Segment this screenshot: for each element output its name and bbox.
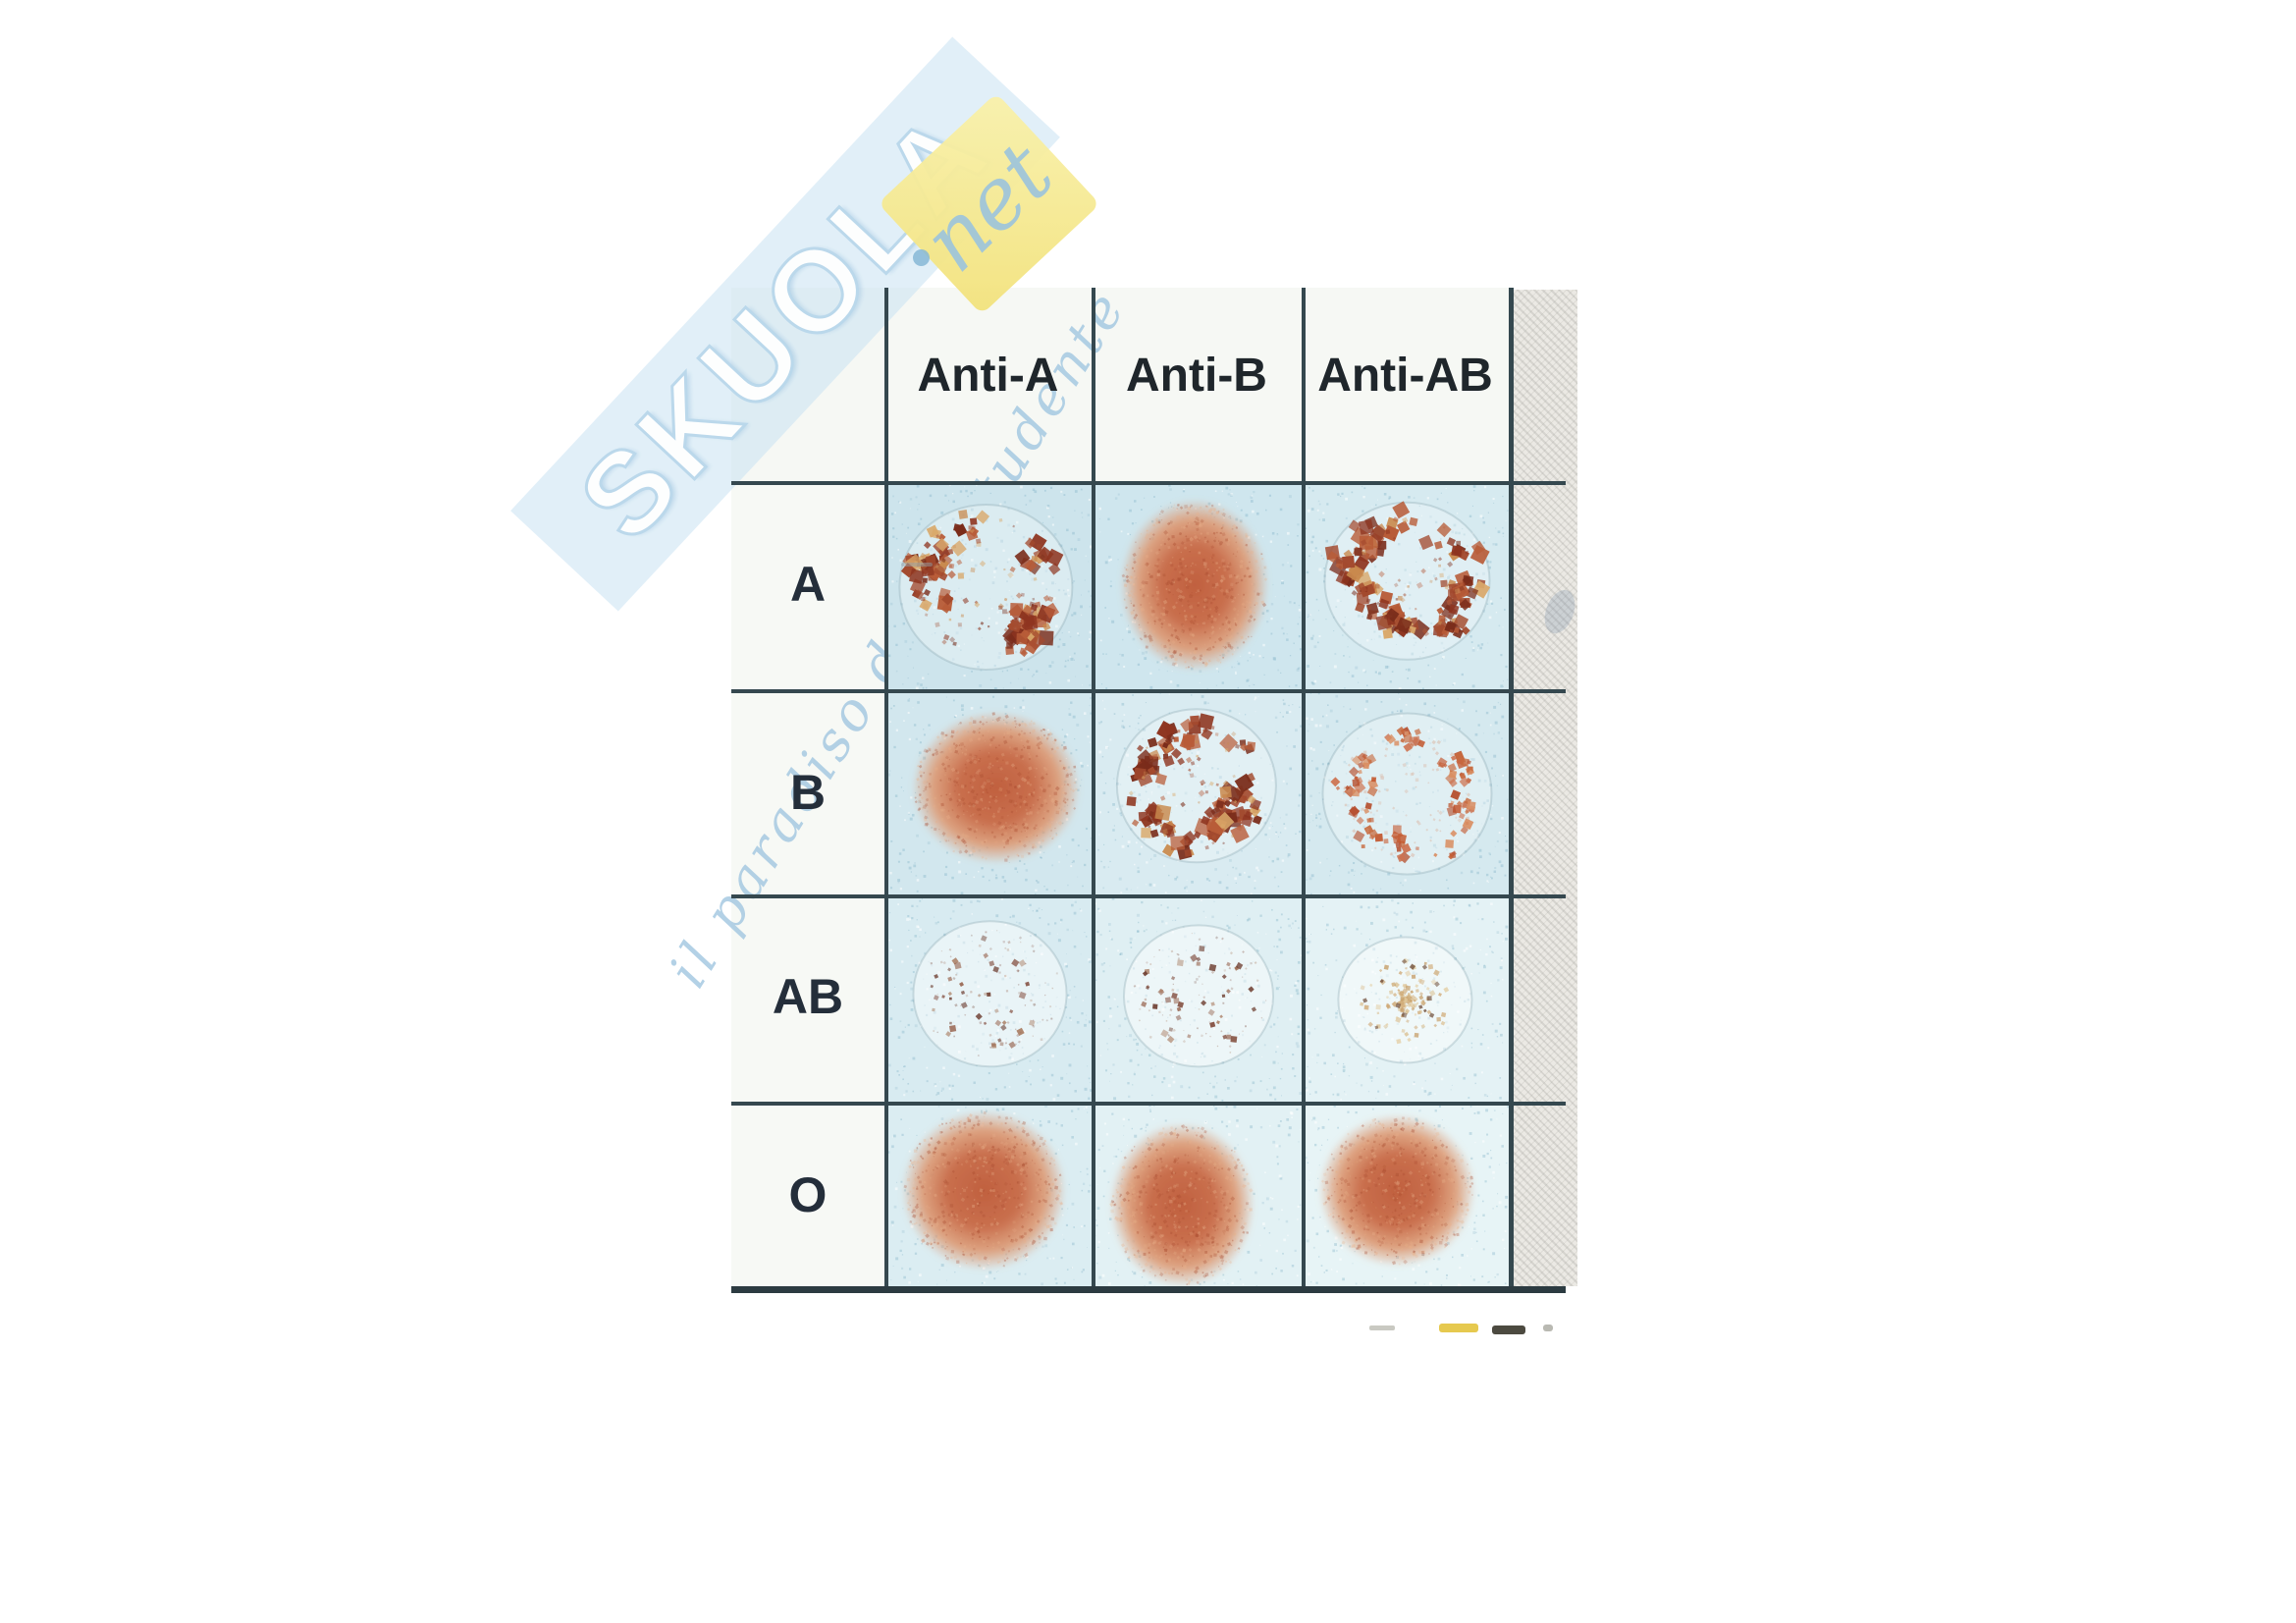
grid-vline-2 bbox=[1092, 288, 1095, 1293]
cell-O-anti-A bbox=[888, 1106, 1092, 1286]
cell-O-anti-AB bbox=[1306, 1106, 1509, 1286]
cell-AB-anti-B bbox=[1095, 898, 1302, 1102]
row-label-o: O bbox=[788, 1167, 828, 1222]
cell-A-anti-AB bbox=[1306, 485, 1509, 689]
cell-B-anti-B bbox=[1095, 693, 1302, 894]
cell-A-anti-A bbox=[888, 485, 1092, 689]
row-label-ab: AB bbox=[772, 969, 844, 1024]
page-edge-strip bbox=[1513, 290, 1577, 1286]
cell-AB-anti-A bbox=[888, 898, 1092, 1102]
column-header-anti-a: Anti-A bbox=[917, 350, 1059, 402]
cell-O-anti-B bbox=[1095, 1106, 1302, 1286]
grid-hline-2 bbox=[731, 689, 1566, 693]
grid-vline-4 bbox=[1509, 288, 1514, 1293]
cell-AB-anti-AB bbox=[1306, 898, 1509, 1102]
grid-hline-bottom bbox=[731, 1286, 1566, 1293]
scan-mark-grey bbox=[1369, 1325, 1395, 1330]
scan-mark-dot bbox=[1543, 1325, 1553, 1331]
cell-A-anti-B bbox=[1095, 485, 1302, 689]
scan-mark-dark bbox=[1492, 1325, 1525, 1334]
grid-hline-3 bbox=[731, 894, 1566, 898]
grid-hline-1 bbox=[731, 481, 1566, 485]
grid-hline-4 bbox=[731, 1102, 1566, 1106]
row-label-column-background bbox=[731, 481, 884, 1286]
watermark-net-badge bbox=[878, 92, 1100, 315]
grid-vline-1 bbox=[884, 288, 888, 1293]
cell-B-anti-AB bbox=[1306, 693, 1509, 894]
cell-B-anti-A bbox=[888, 693, 1092, 894]
row-label-b: B bbox=[789, 765, 827, 820]
watermark-dot bbox=[913, 249, 930, 266]
row-label-a: A bbox=[789, 557, 827, 612]
grid-vline-3 bbox=[1302, 288, 1306, 1293]
pencil-mark bbox=[901, 563, 933, 567]
scan-mark-yellow bbox=[1439, 1324, 1478, 1332]
column-header-anti-ab: Anti-AB bbox=[1317, 350, 1493, 402]
column-header-anti-b: Anti-B bbox=[1126, 350, 1267, 402]
